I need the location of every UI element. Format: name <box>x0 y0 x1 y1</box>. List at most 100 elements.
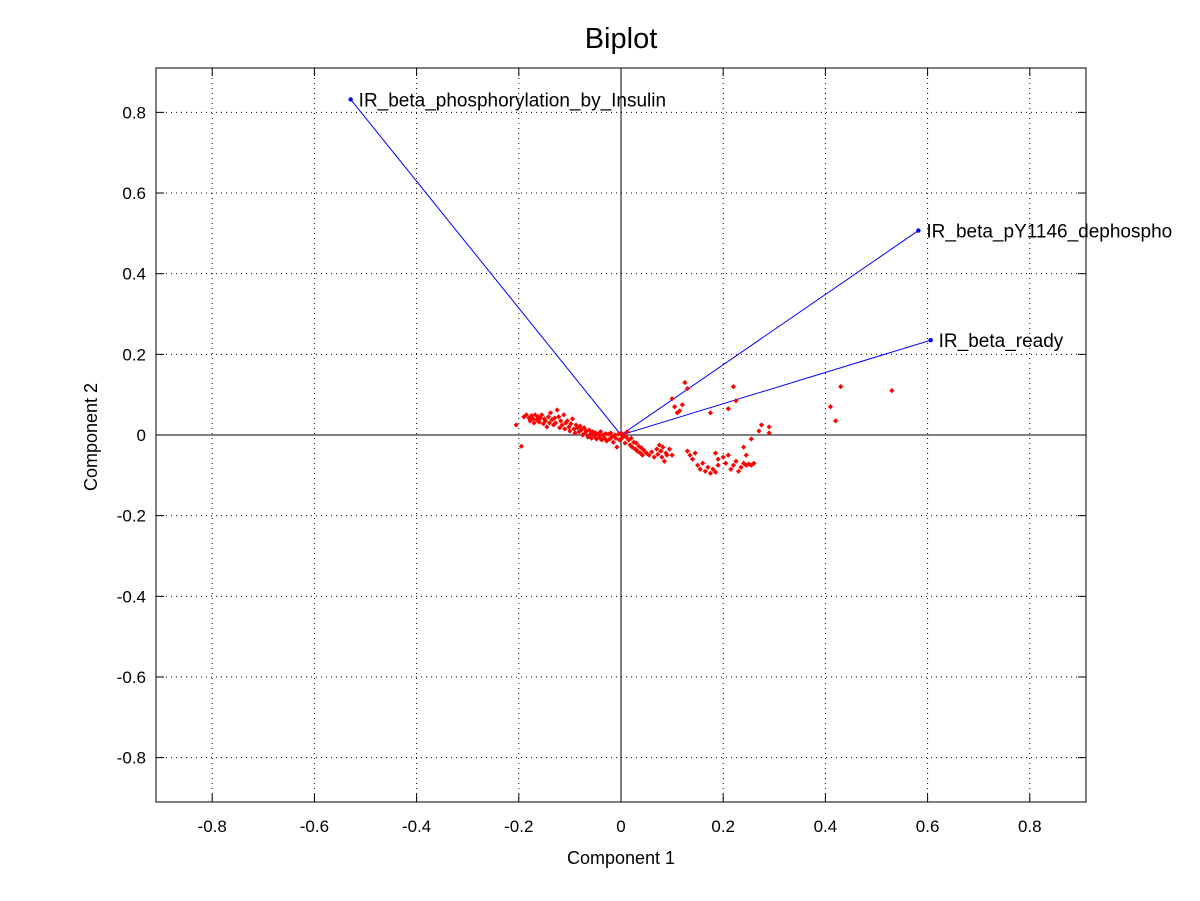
x-tick-label: 0.4 <box>814 817 838 836</box>
score-point <box>542 418 548 424</box>
y-tick-label: -0.4 <box>117 587 146 606</box>
score-point <box>554 407 560 413</box>
x-tick-label: -0.4 <box>402 817 431 836</box>
loading-vector-line <box>350 99 622 436</box>
score-point <box>638 445 645 451</box>
score-point <box>756 428 762 434</box>
score-point <box>581 425 587 431</box>
score-point <box>649 449 655 455</box>
x-tick-label: -0.2 <box>504 817 533 836</box>
score-point <box>603 431 609 437</box>
y-tick-label: 0 <box>137 426 146 445</box>
score-point <box>536 419 542 425</box>
score-point <box>707 410 714 416</box>
loading-vector-line <box>620 339 931 436</box>
score-point <box>748 436 754 442</box>
score-point <box>620 432 627 438</box>
score-point <box>544 424 550 430</box>
score-point <box>705 464 711 470</box>
score-point <box>730 462 737 468</box>
score-point <box>615 431 622 437</box>
score-point <box>626 437 632 443</box>
score-point <box>577 423 583 429</box>
score-point <box>697 466 703 472</box>
score-point <box>766 424 772 430</box>
score-point <box>616 437 623 443</box>
score-point <box>528 413 535 419</box>
score-point <box>684 448 691 454</box>
score-point <box>523 412 530 418</box>
score-point <box>689 456 696 462</box>
score-point <box>566 424 572 430</box>
score-point <box>598 437 605 443</box>
x-tick-label: 0.8 <box>1018 817 1042 836</box>
score-point <box>597 429 604 435</box>
score-point <box>568 421 574 427</box>
score-point <box>833 418 839 424</box>
score-point <box>733 398 739 404</box>
score-point <box>571 426 577 432</box>
score-point <box>741 444 747 450</box>
score-point <box>540 421 546 427</box>
score-point <box>656 442 662 448</box>
score-point <box>535 414 541 420</box>
score-point <box>766 430 772 436</box>
loading-vector-label: IR_beta_ready <box>939 331 1064 352</box>
score-point <box>687 452 693 458</box>
score-point <box>605 431 611 437</box>
score-point <box>632 446 638 452</box>
score-point <box>682 379 688 386</box>
y-tick-labels: -0.8 -0.6 -0.4 -0.2 0 0.2 0.4 0.6 0.8 <box>117 103 146 767</box>
score-point <box>610 439 616 445</box>
score-point <box>574 425 581 431</box>
x-axis-label: Component 1 <box>567 848 675 868</box>
score-point <box>550 422 557 428</box>
score-point <box>569 416 576 422</box>
score-point <box>646 452 652 458</box>
tick-marks <box>156 68 1086 802</box>
score-point <box>751 460 757 466</box>
score-point <box>679 402 685 408</box>
score-point <box>612 432 618 438</box>
score-point <box>725 406 731 412</box>
score-point <box>643 450 650 456</box>
score-point <box>658 448 664 454</box>
score-point <box>567 428 573 434</box>
score-point <box>639 452 646 458</box>
score-points <box>513 379 895 476</box>
score-point <box>629 444 635 450</box>
score-point <box>547 410 554 416</box>
score-point <box>654 446 660 452</box>
x-tick-label: 0.6 <box>916 817 940 836</box>
chart-title: Biplot <box>585 23 658 55</box>
score-point <box>748 462 754 468</box>
score-point <box>551 415 558 421</box>
score-point <box>587 431 593 437</box>
score-point <box>628 435 634 441</box>
score-point <box>600 432 606 438</box>
score-point <box>552 420 559 426</box>
y-tick-label: 0.8 <box>122 103 146 122</box>
score-point <box>558 418 564 424</box>
score-point <box>692 450 698 456</box>
score-point <box>564 418 570 424</box>
loading-vector-tip <box>348 97 353 102</box>
score-point <box>695 462 701 468</box>
score-point <box>557 425 563 431</box>
y-axis-label: Component 2 <box>81 383 101 491</box>
score-point <box>720 454 726 460</box>
y-tick-label: -0.2 <box>117 507 146 526</box>
score-point <box>710 466 716 472</box>
loading-vector-line <box>620 230 919 436</box>
score-point <box>655 451 661 457</box>
score-point <box>660 444 666 450</box>
score-point <box>585 434 591 440</box>
score-point <box>513 422 519 428</box>
score-point <box>735 468 742 474</box>
loading-vector-tip <box>916 228 921 233</box>
score-point <box>623 434 629 440</box>
score-point <box>669 396 675 402</box>
x-tick-label: -0.6 <box>300 817 329 836</box>
score-point <box>758 422 765 428</box>
score-point <box>573 422 579 428</box>
